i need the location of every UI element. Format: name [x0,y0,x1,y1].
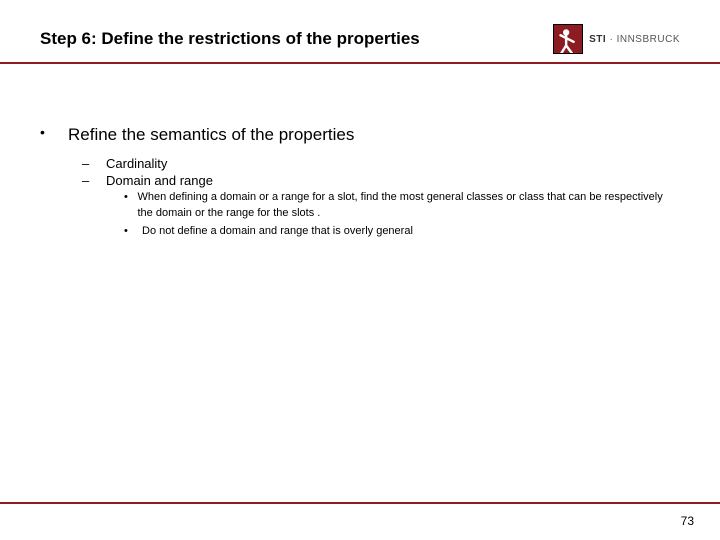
bullet-level-3-text: Do not define a domain and range that is… [142,224,413,240]
bullet-level-2-text: Domain and range [106,173,213,188]
bullet-level-2: – Cardinality [82,156,670,171]
slide-title: Step 6: Define the restrictions of the p… [40,29,420,49]
header-row: Step 6: Define the restrictions of the p… [40,24,680,54]
bullet-level-1-text: Refine the semantics of the properties [68,124,354,146]
bullet-level-2: – Domain and range [82,173,670,188]
logo: STI · INNSBRUCK [553,24,680,54]
bullet-level-3: • When defining a domain or a range for … [124,190,670,222]
logo-text-light: · INNSBRUCK [606,34,680,45]
bullet-level-2-text: Cardinality [106,156,167,171]
page-number: 73 [681,514,694,528]
bullet-glyph: • [40,124,68,146]
sti-person-icon [553,24,583,54]
slide: Step 6: Define the restrictions of the p… [0,0,720,540]
dot-glyph: • [124,224,142,240]
content-area: • Refine the semantics of the properties… [40,64,680,240]
footer-divider [0,502,720,504]
dash-glyph: – [82,173,106,188]
dash-glyph: – [82,156,106,171]
bullet-level-1: • Refine the semantics of the properties [40,124,670,146]
bullet-level-3-text: When defining a domain or a range for a … [137,190,670,222]
logo-text-bold: STI [589,34,606,45]
dot-glyph: • [124,190,137,222]
bullet-level-3: • Do not define a domain and range that … [124,224,670,240]
logo-text: STI · INNSBRUCK [589,34,680,45]
